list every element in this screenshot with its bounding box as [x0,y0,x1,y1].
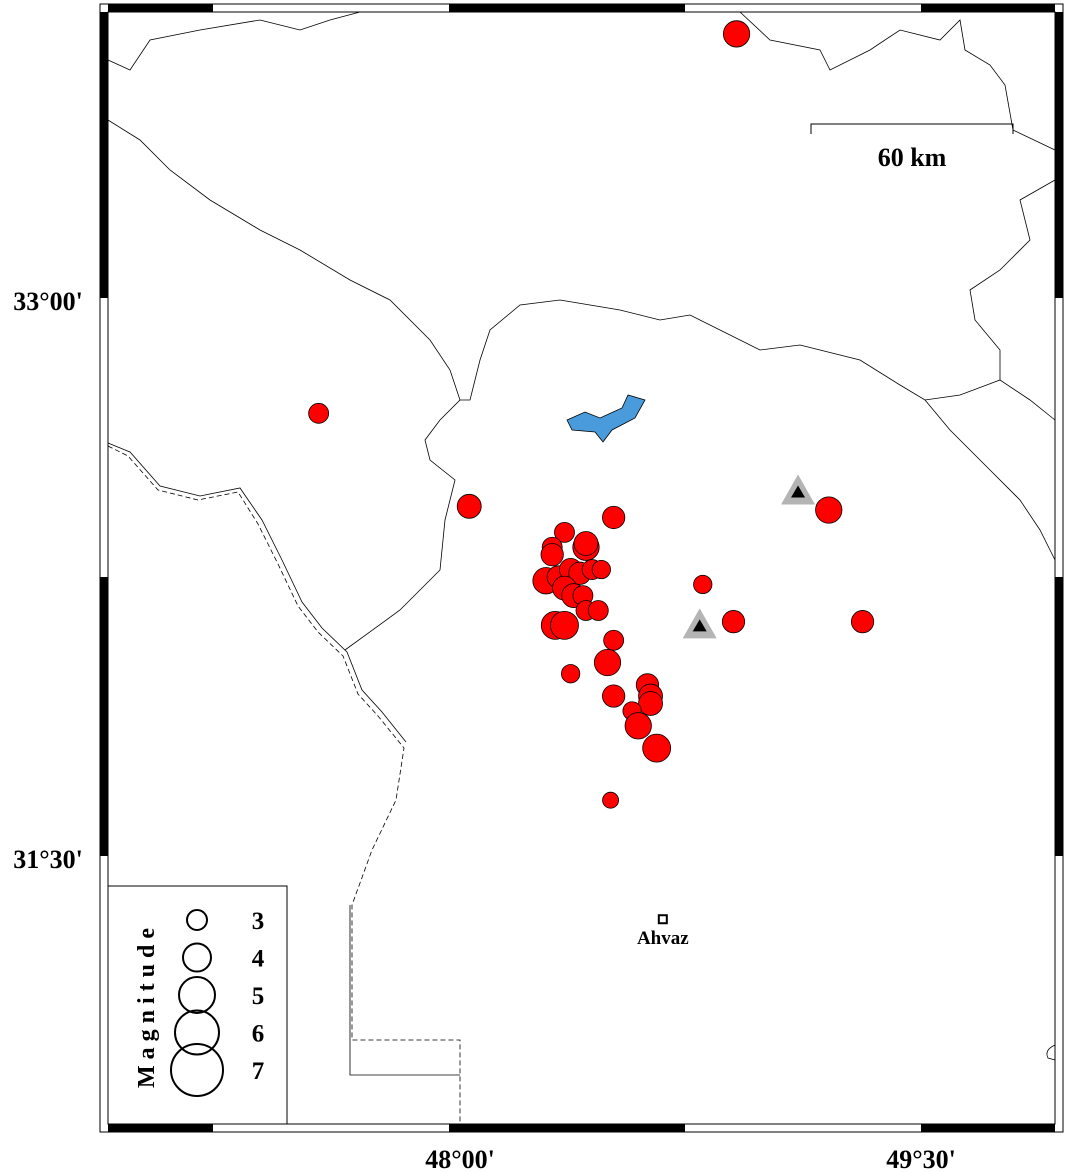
province-boundary [107,119,461,651]
city-marker-icon [657,914,668,925]
earthquake-event [561,664,581,684]
city-label: Ahvaz [637,928,689,949]
earthquake-events [308,20,875,809]
earthquake-event [624,712,652,740]
earthquake-event [587,600,609,621]
province-boundary [107,11,361,71]
earthquake-event [573,531,599,556]
earthquake-event [850,610,875,634]
earthquake-event [540,543,564,567]
coast-fragment [1046,1044,1056,1061]
earthquake-event [721,610,746,634]
earthquake-event [602,791,619,809]
legend-circle [178,976,216,1014]
earthquake-event [550,610,579,640]
legend-title: Magnitude [134,922,160,1088]
stations [682,474,816,639]
legend-label: 6 [252,1021,265,1048]
seismic-station-icon [682,608,717,639]
earthquake-event [591,559,611,580]
earthquake-event [308,402,330,424]
province-boundary [924,399,1056,561]
lon-label-48-00: 48°00' [425,1145,495,1172]
legend-label: 7 [252,1058,265,1085]
earthquake-event [602,505,626,530]
earthquake-event [456,493,482,519]
earthquake-event [693,574,713,595]
legend-circle [186,909,208,931]
earthquake-event [722,20,751,48]
province-boundary [460,299,1056,421]
scale-bar: 60 km [810,123,1014,172]
earthquake-event [642,733,672,763]
boundaries [107,11,1056,1124]
province-boundary [107,442,407,743]
province-boundary [969,179,1056,380]
earthquake-event [602,684,626,708]
legend-circle [174,1009,220,1056]
magnitude-legend: Magnitude 3 4 5 6 7 [107,885,288,1125]
province-boundary [739,11,1056,151]
city-ahvaz: Ahvaz [637,914,689,949]
earthquake-event [815,496,843,524]
lon-label-49-30: 49°30' [886,1145,956,1172]
earthquake-event [554,521,575,543]
seismic-station-icon [781,474,816,505]
legend-label: 3 [252,908,265,935]
earthquake-event [603,629,625,651]
legend-label: 5 [252,983,265,1010]
international-border [107,445,461,1124]
earthquake-event [638,691,663,716]
scale-bar-label: 60 km [878,143,947,172]
reservoir-lake [566,394,646,443]
legend-circle [182,942,212,973]
earthquake-event [593,648,622,677]
legend-label: 4 [252,946,265,973]
legend-circle [170,1043,224,1097]
lat-label-33-00: 33°00' [13,287,83,316]
province-boundary [349,905,460,1076]
lat-label-31-30: 31°30' [13,845,83,874]
